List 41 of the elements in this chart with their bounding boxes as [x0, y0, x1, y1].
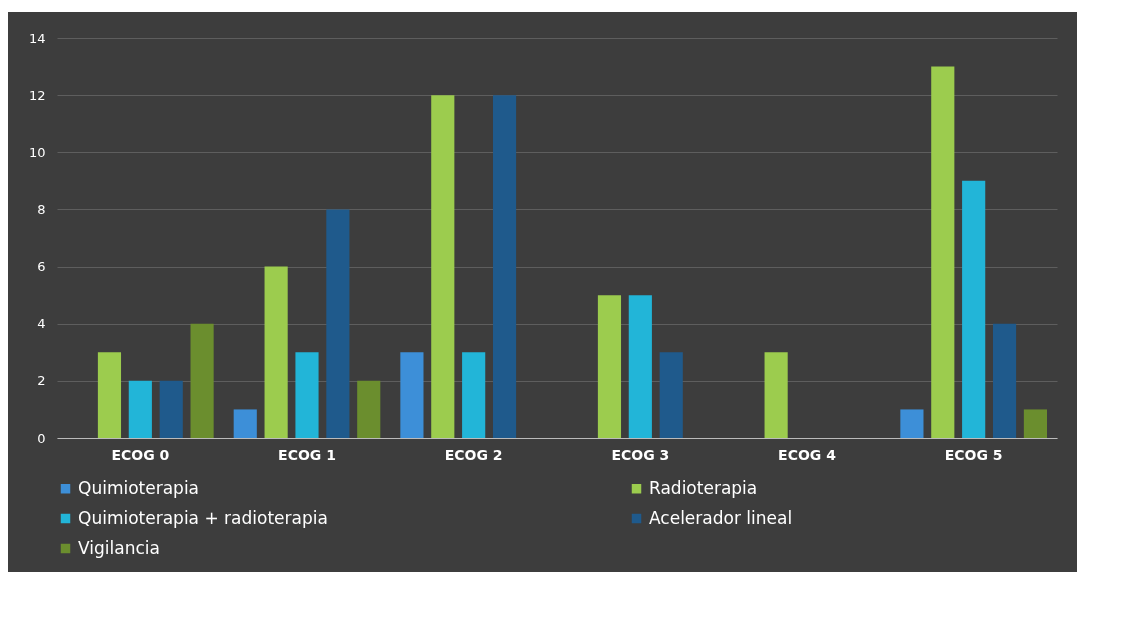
bar — [597, 295, 622, 438]
bar — [159, 380, 183, 438]
bar — [400, 352, 424, 438]
bar — [128, 380, 152, 438]
bar — [326, 209, 350, 438]
bar — [357, 380, 381, 438]
bar — [931, 66, 955, 438]
bar — [264, 266, 288, 438]
x-tick-label: ECOG 0 — [111, 446, 170, 463]
y-tick-label: 10 — [28, 144, 46, 160]
bar — [962, 180, 986, 438]
legend-label: Quimioterapia — [78, 477, 200, 498]
x-tick-label: ECOG 2 — [444, 446, 503, 463]
legend-label: Radioterapia — [649, 477, 758, 498]
y-tick-label: 2 — [37, 373, 46, 389]
legend-label: Vigilancia — [78, 537, 160, 558]
bar — [97, 352, 122, 438]
bar — [900, 409, 924, 438]
x-tick-label: ECOG 3 — [611, 446, 670, 463]
bar — [764, 352, 788, 438]
bar — [628, 295, 652, 438]
y-tick-label: 6 — [37, 259, 46, 275]
bar — [1023, 409, 1047, 438]
legend-label: Quimioterapia + radioterapia — [78, 507, 328, 528]
bar — [431, 95, 455, 438]
y-tick-label: 0 — [37, 430, 46, 446]
x-tick-label: ECOG 1 — [278, 446, 336, 463]
bar — [992, 323, 1017, 438]
x-tick-label: ECOG 4 — [778, 446, 837, 463]
bar — [492, 95, 517, 438]
y-tick-label: 4 — [37, 316, 46, 332]
y-tick-label: 14 — [28, 30, 46, 46]
legend-label: Acelerador lineal — [649, 507, 793, 528]
y-tick-label: 8 — [37, 201, 46, 217]
bar — [462, 352, 486, 438]
y-tick-label: 12 — [28, 87, 46, 103]
bar — [295, 352, 319, 438]
bar — [659, 352, 683, 438]
bar — [190, 323, 214, 438]
x-tick-label: ECOG 5 — [944, 446, 1003, 463]
bar — [233, 409, 257, 438]
